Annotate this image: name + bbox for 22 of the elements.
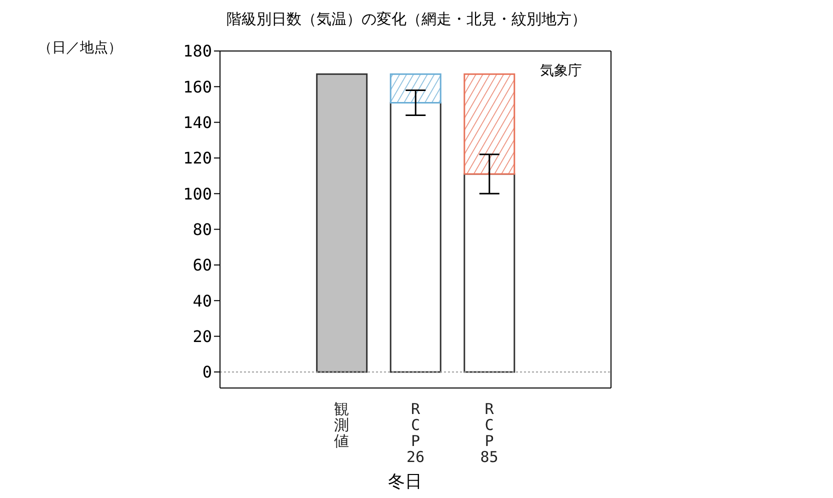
bar <box>316 73 368 373</box>
y-tick-label: 160 <box>183 77 212 96</box>
bar <box>390 102 442 373</box>
bar <box>464 173 516 373</box>
x-tick-label: 観測値 <box>334 400 350 450</box>
y-tick-label: 100 <box>183 184 212 204</box>
y-tick-label: 40 <box>192 291 212 310</box>
x-axis-title: 冬日 <box>388 471 422 493</box>
text: 気象庁 <box>540 62 582 80</box>
x-tick-label: RCP26 <box>406 400 425 466</box>
y-tick-label: 20 <box>192 326 212 346</box>
x-tick-label: RCP85 <box>480 400 498 466</box>
y-tick-label: 180 <box>183 42 212 61</box>
y-tick-label: 0 <box>202 362 212 382</box>
y-tick-label: 60 <box>192 256 212 275</box>
y-tick-label: 120 <box>183 148 212 168</box>
bar <box>464 73 516 175</box>
y-axis-title: （日／地点） <box>38 39 122 57</box>
chart-title: 階級別日数（気温）の変化（網走・北見・紋別地方） <box>226 10 586 28</box>
y-tick-label: 80 <box>192 220 212 239</box>
bar <box>390 73 442 104</box>
y-tick-label: 140 <box>183 113 212 132</box>
